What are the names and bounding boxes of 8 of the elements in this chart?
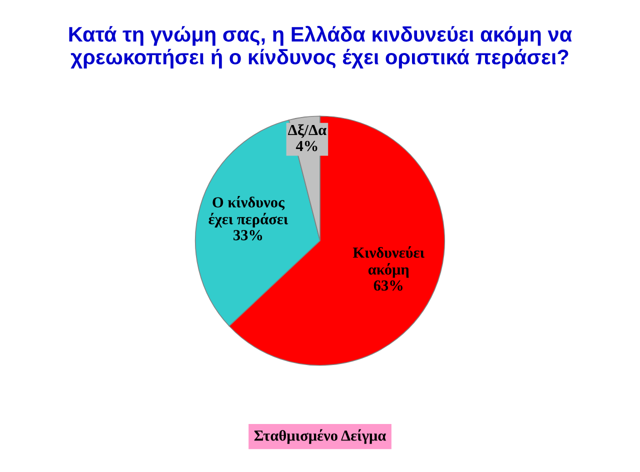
text: Σταθμισμένο Δείγμα	[254, 429, 386, 444]
data-label: 4%	[296, 140, 318, 152]
slice-label: Ο κίνδυνος έχει περάσει	[208, 196, 288, 228]
slice-label: Δξ/Δα	[288, 124, 326, 138]
slice-label: Κινδυνεύει ακόμη	[352, 246, 424, 278]
data-label: 63%	[374, 280, 402, 291]
data-label: 33%	[234, 230, 262, 240]
chart-title: Κατά τη γνώμη σας, η Ελλάδα κινδυνεύει ακόμη να χρεωκοπήσει ή ο κίνδυνος έχει οριστικά περάσει?	[69, 26, 572, 69]
